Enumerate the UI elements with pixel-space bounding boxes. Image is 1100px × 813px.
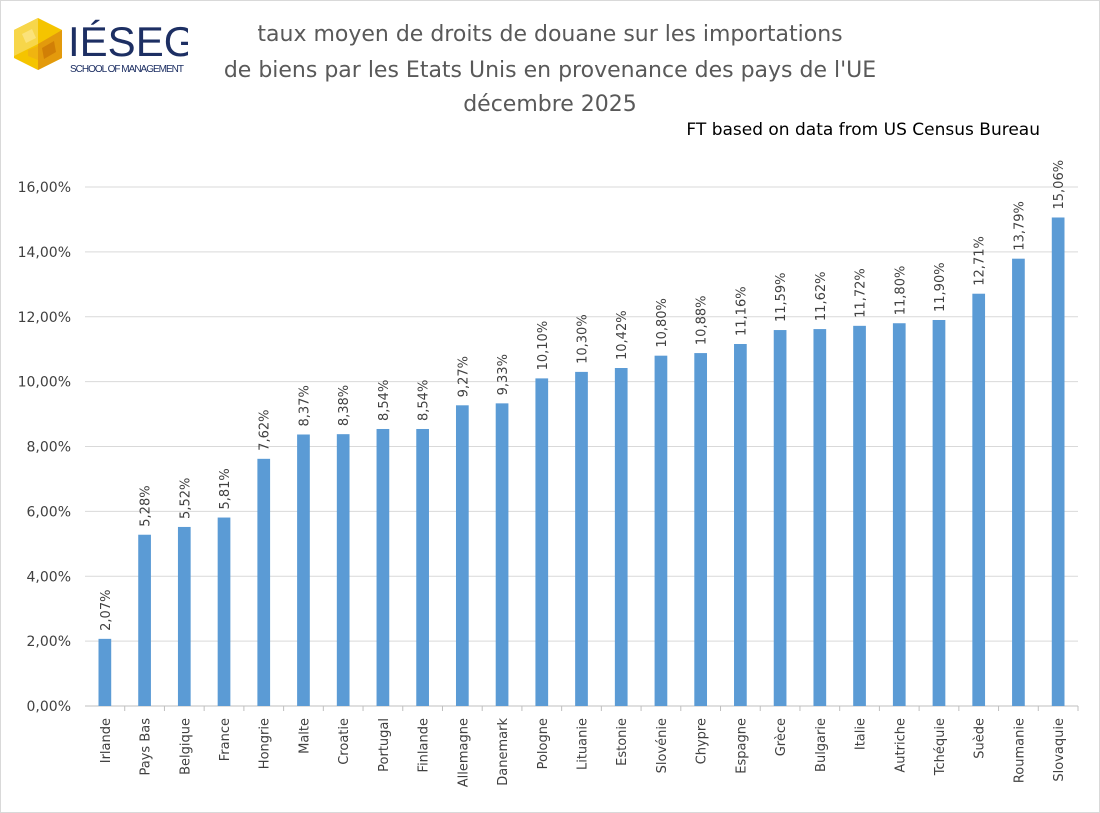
ieseg-logo: IÉSEG SCHOOL OF MANAGEMENT	[14, 18, 188, 75]
bar	[734, 343, 747, 706]
bar	[654, 355, 668, 706]
data-label: 11,90%	[933, 262, 948, 312]
data-label: 12,71%	[973, 236, 988, 286]
y-tick-label: 0,00%	[27, 699, 71, 715]
x-tick-label: Malte	[297, 718, 312, 754]
bar	[177, 526, 191, 706]
bar	[297, 434, 310, 706]
x-tick-label: Suède	[973, 718, 988, 759]
x-tick-label: Slovénie	[655, 718, 670, 773]
data-label: 2,07%	[99, 590, 114, 631]
bar	[336, 434, 350, 706]
x-tick-label: France	[218, 718, 233, 761]
x-tick-label: Bulgarie	[814, 718, 829, 772]
x-tick-label: Autriche	[893, 718, 908, 773]
bar	[892, 323, 906, 706]
bar	[853, 325, 866, 706]
data-label: 10,10%	[536, 321, 551, 371]
x-tick-label: Hongrie	[258, 718, 273, 769]
data-label: 5,81%	[218, 468, 233, 509]
y-tick-label: 8,00%	[27, 440, 71, 456]
y-tick-label: 10,00%	[18, 375, 71, 391]
logo-tagline: SCHOOL OF MANAGEMENT	[70, 64, 184, 75]
cube-logo-icon	[14, 18, 62, 70]
source-note: FT based on data from US Census Bureau	[686, 120, 1040, 140]
bar	[972, 293, 986, 706]
data-label: 10,30%	[576, 314, 591, 364]
chart-title-line-3: décembre 2025	[463, 92, 637, 117]
chart-title-line-1: taux moyen de droits de douane sur les i…	[257, 22, 843, 47]
x-tick-label: Pologne	[536, 718, 551, 769]
data-label: 11,72%	[854, 268, 869, 318]
bar	[138, 534, 151, 706]
x-tick-label: Portugal	[377, 718, 392, 772]
chart-title-line-2: de biens par les Etats Unis en provenanc…	[223, 58, 877, 83]
logo-brand: IÉSEG	[68, 18, 188, 65]
y-tick-label: 4,00%	[27, 569, 71, 585]
bar	[1051, 217, 1065, 706]
data-label: 8,54%	[377, 380, 392, 421]
x-tick-label: Roumanie	[1012, 718, 1027, 783]
x-tick-label: Espagne	[734, 718, 749, 774]
data-label: 10,42%	[615, 310, 630, 360]
data-label: 8,54%	[417, 380, 432, 421]
bar	[535, 378, 549, 706]
data-label: 13,79%	[1012, 201, 1027, 251]
data-label: 15,06%	[1052, 160, 1067, 210]
y-tick-label: 12,00%	[18, 310, 71, 326]
bar	[98, 638, 112, 706]
x-tick-label: Estonie	[615, 718, 630, 766]
data-label: 7,62%	[258, 410, 273, 451]
y-tick-label: 16,00%	[18, 180, 71, 196]
data-label: 9,27%	[456, 356, 471, 397]
x-tick-label: Belgique	[178, 718, 193, 775]
y-tick-label: 14,00%	[18, 245, 71, 261]
y-tick-label: 6,00%	[27, 504, 71, 520]
data-label: 9,33%	[496, 354, 511, 395]
data-label: 8,38%	[337, 385, 352, 426]
x-tick-label: Tchéquie	[933, 718, 948, 776]
data-label: 11,16%	[734, 286, 749, 336]
y-tick-label: 2,00%	[27, 634, 71, 650]
x-tick-label: Lituanie	[576, 718, 591, 770]
data-label: 5,52%	[178, 478, 193, 519]
data-label: 11,59%	[774, 272, 789, 322]
data-label: 11,80%	[893, 266, 908, 316]
x-tick-label: Finlande	[417, 718, 432, 772]
bar	[932, 319, 946, 706]
data-label: 11,62%	[814, 271, 829, 321]
bar	[614, 368, 628, 706]
x-tick-label: Grèce	[774, 718, 789, 756]
bar	[257, 458, 271, 706]
bar	[694, 353, 708, 706]
data-label: 8,37%	[297, 385, 312, 426]
bar	[773, 330, 787, 706]
bar	[495, 403, 509, 706]
x-tick-label: Slovaquie	[1052, 718, 1067, 782]
bar	[416, 428, 429, 706]
data-label: 10,88%	[695, 296, 710, 346]
data-label: 10,80%	[655, 298, 670, 348]
bar	[1012, 258, 1025, 706]
x-tick-label: Danemark	[496, 718, 511, 786]
x-tick-label: Italie	[854, 718, 869, 750]
bar	[376, 428, 390, 706]
x-tick-label: Allemagne	[456, 718, 471, 787]
bar	[813, 329, 827, 706]
x-tick-label: Croatie	[337, 718, 352, 765]
x-tick-label: Pays Bas	[139, 718, 154, 776]
bar	[217, 517, 231, 706]
bar	[575, 371, 588, 706]
bar	[455, 405, 469, 706]
data-label: 5,28%	[139, 485, 154, 526]
x-tick-label: Chypre	[695, 718, 710, 764]
x-tick-label: Irlande	[99, 718, 114, 763]
